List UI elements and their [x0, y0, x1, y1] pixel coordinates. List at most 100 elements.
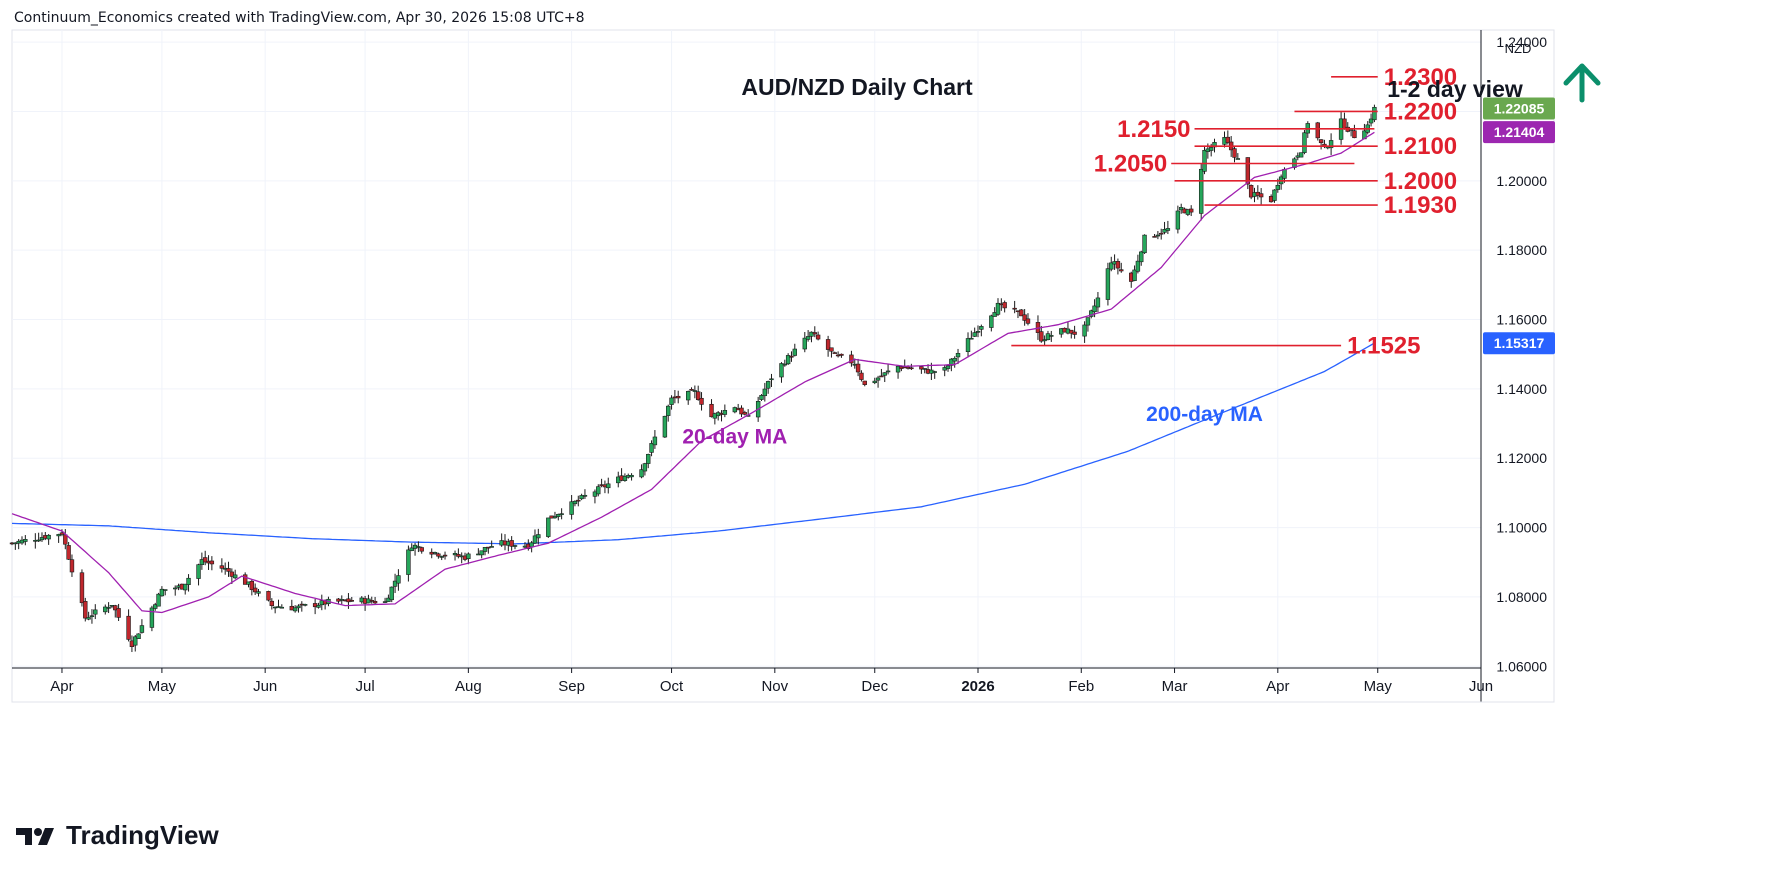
candle-body	[666, 405, 671, 416]
candle-body	[1089, 310, 1094, 317]
candle-body	[969, 337, 974, 340]
candle-body	[949, 358, 954, 366]
candle-body	[396, 575, 401, 584]
candle-body	[226, 568, 231, 572]
candle-body	[1039, 331, 1044, 342]
candle-body	[709, 403, 714, 418]
candle-body	[302, 604, 308, 606]
candle-body	[39, 537, 45, 541]
candle	[1105, 262, 1111, 306]
candle	[1175, 205, 1181, 234]
candle-body	[762, 388, 768, 397]
candle	[652, 430, 658, 449]
candle	[439, 555, 444, 561]
candle	[149, 605, 155, 632]
candle-body	[419, 547, 424, 552]
candle	[666, 404, 671, 422]
candle	[1115, 258, 1121, 275]
candle	[276, 599, 281, 608]
candle-body	[739, 407, 744, 415]
candle-body	[1142, 234, 1147, 254]
level-label: 1.1525	[1347, 333, 1420, 360]
candle-body	[1272, 189, 1277, 201]
price-tag-bg	[1483, 97, 1555, 120]
candle-body	[859, 372, 864, 380]
candle-body	[849, 354, 854, 364]
tradingview-brand[interactable]: TradingView	[14, 820, 219, 851]
candle-body	[1352, 130, 1357, 139]
candle-body	[83, 601, 88, 619]
candle	[885, 363, 891, 375]
candle-body	[1188, 208, 1194, 213]
level-label: 1.2200	[1384, 98, 1457, 125]
candle-body	[1019, 309, 1024, 317]
candle-body	[196, 564, 201, 579]
candle	[1258, 188, 1264, 205]
candle	[859, 370, 864, 382]
candle	[779, 362, 784, 383]
candle-body	[862, 380, 867, 385]
candle-body	[1002, 302, 1007, 309]
candle-body	[296, 605, 301, 609]
candle-body	[242, 574, 248, 585]
candle	[715, 411, 721, 421]
candle	[46, 534, 51, 545]
candle	[396, 569, 401, 591]
candle-body	[952, 357, 957, 362]
chart-title: AUD/NZD Daily Chart	[741, 74, 973, 100]
candle	[1202, 146, 1207, 175]
candle	[979, 324, 984, 337]
candle	[642, 462, 648, 476]
candle	[742, 410, 748, 416]
candle	[1042, 335, 1047, 345]
candle	[1318, 139, 1324, 150]
support-resistance-levels: 1.2300 1.2200 1.2150 1.2100 1.2050 1.20001.19…	[1011, 64, 1457, 360]
candle-body	[1162, 229, 1167, 233]
candle	[153, 602, 158, 611]
candle-body	[832, 352, 837, 354]
candle	[832, 351, 837, 354]
candle-body	[872, 380, 877, 384]
candle-body	[1315, 122, 1320, 139]
candle	[249, 579, 255, 596]
candle-body	[932, 371, 937, 373]
candle-body	[879, 375, 884, 378]
candle-body	[392, 580, 398, 587]
up-arrow-icon	[1563, 63, 1601, 103]
candle	[1232, 145, 1237, 163]
candle-body	[159, 588, 165, 597]
candle-body	[1082, 324, 1087, 337]
candle	[919, 366, 924, 374]
candle	[36, 532, 41, 543]
candle	[69, 554, 75, 577]
candle	[456, 548, 461, 559]
candle	[382, 597, 388, 604]
candle	[945, 364, 951, 372]
candle-body	[989, 315, 994, 328]
y-tick-label: 1.18000	[1496, 242, 1547, 258]
ma20-label: 20-day MA	[682, 425, 787, 448]
candle	[825, 335, 831, 357]
candle	[955, 348, 961, 365]
candle-body	[669, 397, 674, 405]
candle-body	[689, 389, 694, 391]
candle	[1085, 317, 1091, 332]
candle	[349, 596, 354, 602]
candle	[689, 387, 694, 391]
candle-body	[995, 302, 1001, 315]
candle-body	[722, 410, 728, 415]
candle	[66, 541, 71, 561]
candle-body	[919, 366, 924, 370]
chart-grid	[11, 29, 1555, 703]
candle	[639, 464, 644, 479]
y-tick-label: 1.08000	[1496, 589, 1547, 605]
candle-body	[292, 607, 298, 612]
x-tick-label: Jun	[253, 678, 277, 695]
y-tick-label: 1.14000	[1496, 381, 1547, 397]
candle	[126, 609, 131, 642]
level-label: 1.2050	[1094, 150, 1167, 177]
candle	[1198, 163, 1204, 221]
candle	[1139, 250, 1144, 266]
candle	[1012, 300, 1017, 314]
